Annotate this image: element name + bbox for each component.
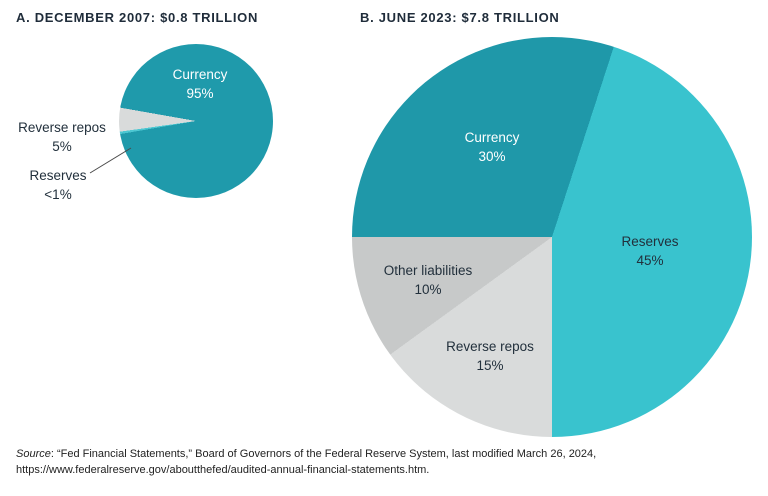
panel-a-title: A. DECEMBER 2007: $0.8 TRILLION: [16, 10, 259, 25]
label-2023-currency: Currency 30%: [442, 129, 542, 167]
label-2023-other-liabilities: Other liabilities 10%: [362, 262, 494, 300]
source-url: https://www.federalreserve.gov/aboutthef…: [16, 463, 430, 476]
label-2007-reserves: Reserves <1%: [16, 167, 100, 205]
slice-name: Reserves: [29, 168, 87, 183]
pie-chart-2023: [352, 37, 752, 437]
pie-chart-2007: [119, 44, 273, 198]
slice-value: 95%: [186, 85, 214, 101]
slice-value: 45%: [636, 252, 664, 268]
slice-name: Reserves: [621, 234, 679, 249]
slice-name: Other liabilities: [383, 263, 473, 278]
label-2023-reserves: Reserves 45%: [600, 233, 700, 271]
slice-value: <1%: [44, 186, 72, 202]
slice-name: Currency: [464, 130, 520, 145]
label-2023-reverse-repos: Reverse repos 15%: [424, 338, 556, 376]
slice-name: Reverse repos: [18, 120, 106, 135]
slice-name: Reverse repos: [446, 339, 534, 354]
slice-value: 15%: [476, 357, 504, 373]
slice-value: 30%: [478, 148, 506, 164]
source-note: Source: “Fed Financial Statements,” Boar…: [16, 447, 756, 479]
slice-name: Currency: [172, 67, 228, 82]
label-2007-reverse-repos: Reverse repos 5%: [6, 119, 118, 157]
label-2007-currency: Currency 95%: [150, 66, 250, 104]
source-label: Source: [16, 448, 51, 460]
source-line1: : “Fed Financial Statements,” Board of G…: [50, 448, 597, 460]
slice-value: 10%: [414, 281, 442, 297]
slice-value: 5%: [52, 138, 72, 154]
panel-b-title: B. JUNE 2023: $7.8 TRILLION: [360, 10, 560, 25]
